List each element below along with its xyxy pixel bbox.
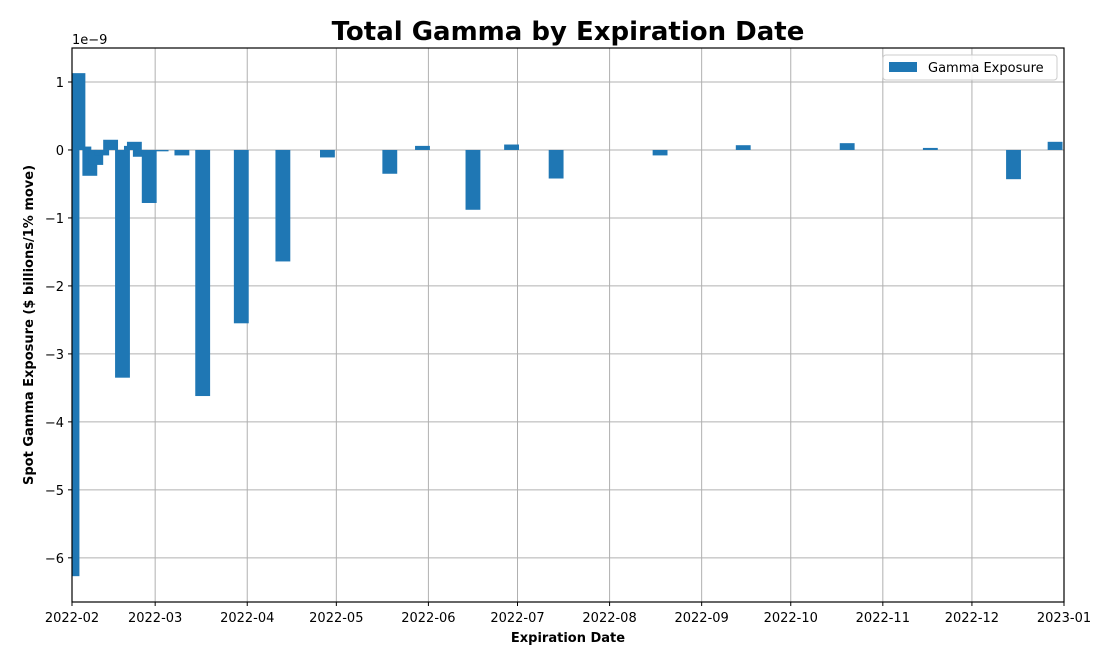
x-axis-label: Expiration Date xyxy=(511,631,625,646)
y-axis-label: Spot Gamma Exposure ($ billions/1% move) xyxy=(22,165,37,485)
x-tick-label: 2022-07 xyxy=(490,611,544,626)
bar xyxy=(115,149,130,378)
y-tick-label: 0 xyxy=(56,144,64,159)
bar xyxy=(195,149,211,397)
bar xyxy=(275,149,291,262)
bar xyxy=(103,139,119,150)
bar xyxy=(94,149,110,156)
bar xyxy=(72,149,80,577)
x-axis: 2022-02 2022-03 2022-04 2022-05 2022-06 2022-… xyxy=(45,602,1091,626)
x-tick-label: 2022-10 xyxy=(764,611,818,626)
bar xyxy=(652,149,668,156)
legend: Gamma Exposure xyxy=(882,54,1058,81)
bar xyxy=(382,149,398,174)
bar xyxy=(72,73,86,150)
y-tick-label: 1 xyxy=(56,76,64,91)
bar xyxy=(465,149,481,210)
y-tick-label: −1 xyxy=(45,212,64,227)
bar xyxy=(504,144,519,150)
bar xyxy=(174,149,190,156)
legend-label: Gamma Exposure xyxy=(928,61,1044,76)
bar xyxy=(548,149,564,179)
legend-box xyxy=(882,54,1058,81)
chart-title: Total Gamma by Expiration Date xyxy=(332,17,805,47)
bar xyxy=(132,149,148,157)
x-tick-label: 2023-01 xyxy=(1037,611,1091,626)
x-tick-label: 2022-05 xyxy=(309,611,363,626)
bar xyxy=(153,149,169,152)
x-tick-label: 2022-09 xyxy=(674,611,728,626)
grid xyxy=(71,48,1065,602)
bar xyxy=(1006,149,1021,180)
y-tick-label: −5 xyxy=(45,484,64,499)
y-tick-label: −4 xyxy=(45,416,64,431)
bar xyxy=(76,146,92,150)
y-tick-label: −2 xyxy=(45,280,64,295)
x-tick-label: 2022-03 xyxy=(128,611,182,626)
bar xyxy=(735,145,751,150)
bar xyxy=(233,149,249,324)
x-tick-label: 2022-02 xyxy=(45,611,99,626)
bar xyxy=(320,149,335,158)
y-tick-label: −3 xyxy=(45,348,64,363)
x-tick-label: 2022-08 xyxy=(582,611,636,626)
bar xyxy=(415,145,430,150)
bar xyxy=(141,149,157,203)
x-tick-label: 2022-12 xyxy=(945,611,999,626)
y-offset-text: 1e−9 xyxy=(72,33,107,48)
bar xyxy=(922,147,938,150)
x-tick-label: 2022-11 xyxy=(856,611,910,626)
x-tick-label: 2022-04 xyxy=(220,611,274,626)
bar-series xyxy=(72,73,1063,577)
plot-frame xyxy=(71,47,1065,603)
bar xyxy=(126,141,142,150)
y-axis: 1 0 −1 −2 −3 −4 −5 −6 xyxy=(45,76,72,567)
legend-swatch xyxy=(889,62,917,72)
bar xyxy=(1047,141,1063,150)
y-tick-label: −6 xyxy=(45,552,64,567)
x-tick-label: 2022-06 xyxy=(401,611,455,626)
bar xyxy=(839,143,855,150)
